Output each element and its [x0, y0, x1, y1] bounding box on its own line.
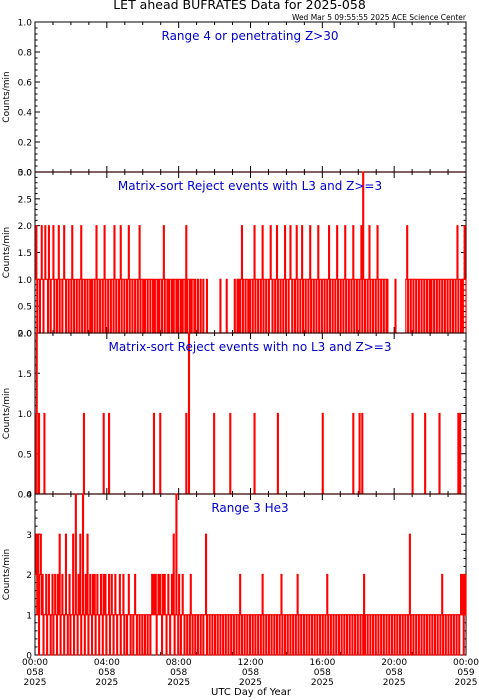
x-tick-label-day: 058 — [26, 668, 43, 678]
y-tick-label: 0.0 — [18, 491, 33, 501]
y-tick-label: 3.0 — [18, 169, 33, 179]
x-tick-label-day: 058 — [170, 668, 187, 678]
x-tick-label-time: 16:00 — [309, 658, 335, 668]
x-tick-label-day: 058 — [314, 668, 331, 678]
x-tick-label-time: 04:00 — [94, 658, 120, 668]
y-tick-label: 1.0 — [18, 19, 33, 29]
panel-2: 0.0 0.5 1.0 1.5 2.0 2.5 3.0 Counts/min Matrix-so… — [2, 169, 467, 340]
panel-1: 0.0 0.2 0.4 0.6 0.8 1.0 Counts/min Range 4 or p… — [2, 19, 467, 179]
x-tick-label-year: 2025 — [95, 678, 118, 688]
y-tick-label: 0.4 — [18, 109, 33, 119]
y-tick-label: 1.0 — [18, 276, 33, 286]
y-axis-title: Counts/min — [2, 549, 12, 600]
y-tick-label: 1.5 — [18, 249, 32, 259]
y-tick-label: 0.0 — [18, 330, 33, 340]
data-series-line — [35, 332, 466, 495]
y-tick-label: 0.6 — [18, 79, 33, 89]
x-tick-label-day: 058 — [98, 668, 115, 678]
y-tick-label: 0.2 — [18, 139, 32, 149]
x-tick-label-day: 058 — [242, 668, 259, 678]
y-tick-label: 0.5 — [18, 450, 32, 460]
x-tick-label-day: 059 — [457, 668, 474, 678]
x-tick-label-year: 2025 — [311, 678, 334, 688]
y-tick-label: 2.0 — [18, 330, 33, 340]
y-tick-label: 1.0 — [18, 410, 33, 420]
panel-3: 0.0 0.5 1.0 1.5 2.0 Counts/min Matrix-sort Rej… — [2, 330, 467, 501]
panel-title: Matrix-sort Reject events with L3 and Z>… — [118, 179, 382, 193]
y-tick-label: 0.5 — [18, 303, 32, 313]
x-tick-label-year: 2025 — [239, 678, 262, 688]
x-axis-title: UTC Day of Year — [211, 687, 292, 698]
x-tick-label-time: 00:00 — [22, 658, 48, 668]
y-tick-label: 2.0 — [18, 222, 33, 232]
y-tick-label: 0.8 — [18, 49, 33, 59]
y-axis-title: Counts/min — [2, 71, 12, 122]
x-tick-label-time: 08:00 — [166, 658, 192, 668]
y-tick-label: 3 — [26, 531, 32, 541]
x-axis-labels: 00:00058202504:00058202508:00058202512:0… — [22, 658, 479, 688]
panel-title: Range 4 or penetrating Z>30 — [162, 29, 339, 43]
y-axis-title: Counts/min — [2, 227, 12, 278]
figure-title: LET ahead BUFRATES Data for 2025-058 — [113, 0, 366, 12]
x-tick-label-year: 2025 — [167, 678, 190, 688]
panel-frame — [34, 21, 467, 173]
y-tick-label: 1 — [26, 611, 32, 621]
y-tick-label: 2 — [26, 571, 32, 581]
panels-group: 0.0 0.2 0.4 0.6 0.8 1.0 Counts/min Range 4 or p… — [2, 19, 467, 662]
y-tick-label: 0 — [26, 652, 32, 662]
panel-title: Matrix-sort Reject events with no L3 and… — [109, 340, 392, 354]
data-series-line — [35, 171, 467, 334]
panel-title: Range 3 He3 — [211, 501, 288, 515]
y-axis-title: Counts/min — [2, 388, 12, 439]
x-tick-label-time: 12:00 — [238, 658, 264, 668]
data-series-line — [35, 493, 467, 656]
panel-frame — [34, 332, 467, 495]
y-tick-label: 0.0 — [18, 169, 33, 179]
generation-timestamp: Wed Mar 5 09:55:55 2025 ACE Science Cent… — [292, 13, 467, 22]
x-tick-label-time: 00:00 — [453, 658, 479, 668]
x-tick-label-day: 058 — [386, 668, 403, 678]
x-tick-label-year: 2025 — [383, 678, 406, 688]
y-tick-label: 1.5 — [18, 370, 32, 380]
x-tick-label-year: 2025 — [455, 678, 478, 688]
y-tick-label: 2.5 — [18, 195, 32, 205]
x-tick-label-time: 20:00 — [381, 658, 407, 668]
y-tick-label: 4 — [26, 491, 32, 501]
panel-4: 0 1 2 3 4 Counts/min Range 3 He3 — [2, 491, 467, 662]
x-tick-label-year: 2025 — [24, 678, 47, 688]
